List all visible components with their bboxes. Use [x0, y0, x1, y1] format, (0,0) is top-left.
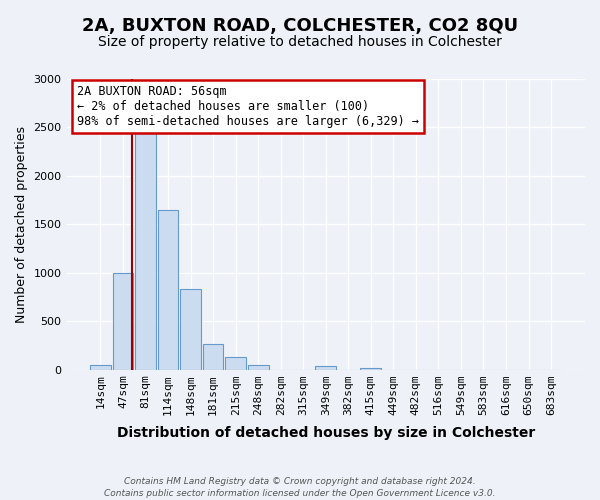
Bar: [180, 289, 201, 370]
X-axis label: Distribution of detached houses by size in Colchester: Distribution of detached houses by size …: [116, 426, 535, 440]
Bar: [158, 210, 178, 370]
Text: 2A BUXTON ROAD: 56sqm
← 2% of detached houses are smaller (100)
98% of semi-deta: 2A BUXTON ROAD: 56sqm ← 2% of detached h…: [77, 85, 419, 128]
Bar: [361, 368, 381, 370]
Bar: [113, 272, 133, 370]
Bar: [90, 364, 111, 370]
Bar: [316, 366, 336, 370]
Y-axis label: Number of detached properties: Number of detached properties: [15, 126, 28, 323]
Bar: [135, 132, 156, 370]
Bar: [248, 364, 269, 370]
Bar: [203, 344, 223, 370]
Bar: [225, 357, 246, 370]
Text: Size of property relative to detached houses in Colchester: Size of property relative to detached ho…: [98, 35, 502, 49]
Text: 2A, BUXTON ROAD, COLCHESTER, CO2 8QU: 2A, BUXTON ROAD, COLCHESTER, CO2 8QU: [82, 18, 518, 36]
Text: Contains HM Land Registry data © Crown copyright and database right 2024.: Contains HM Land Registry data © Crown c…: [124, 478, 476, 486]
Text: Contains public sector information licensed under the Open Government Licence v3: Contains public sector information licen…: [104, 489, 496, 498]
